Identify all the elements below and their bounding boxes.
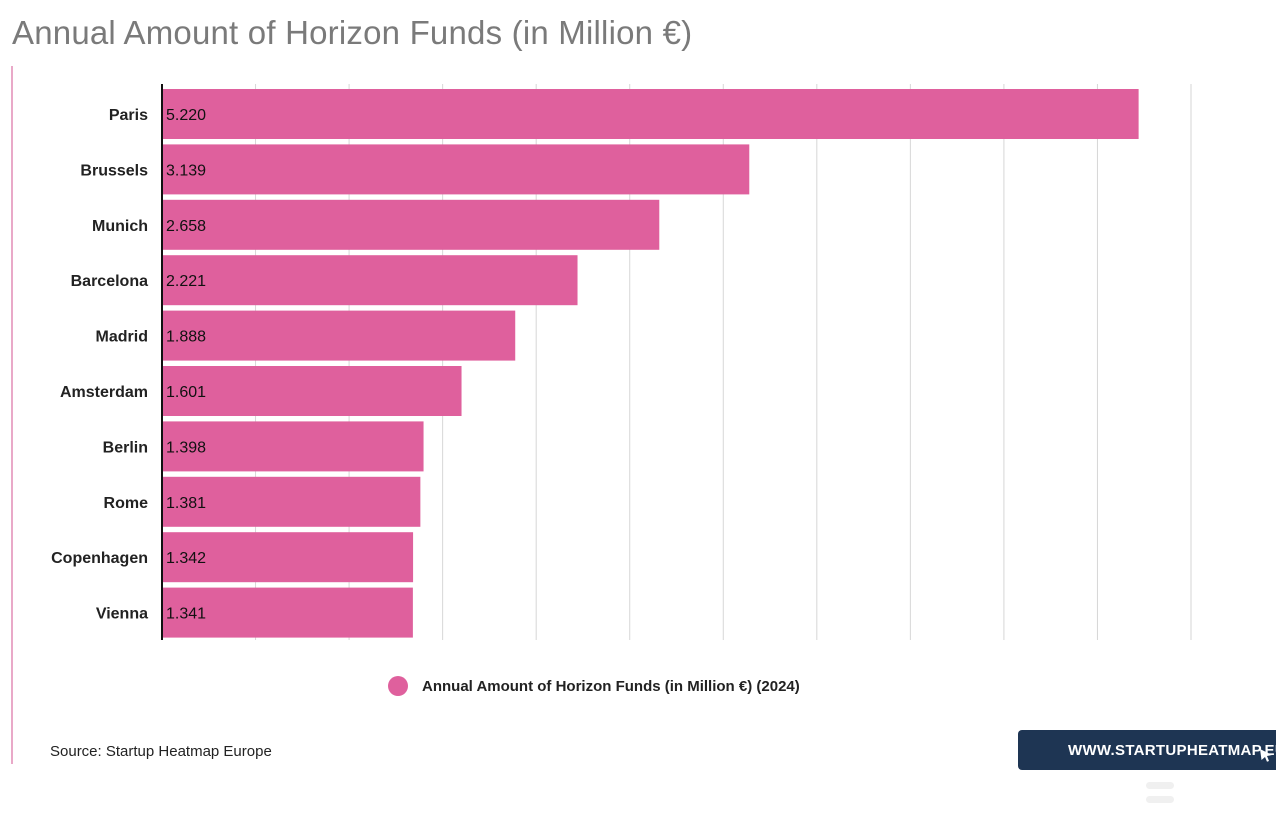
bar-amsterdam <box>162 366 462 416</box>
bar-brussels <box>162 144 750 195</box>
bar-barcelona <box>162 255 578 306</box>
data-label: 1.888 <box>166 329 206 346</box>
source-note: Source: Startup Heatmap Europe <box>50 743 272 760</box>
legend-swatch <box>388 676 408 696</box>
accent-rule <box>11 66 13 764</box>
data-label: 1.381 <box>166 495 206 512</box>
category-label: Berlin <box>103 439 148 456</box>
legend: Annual Amount of Horizon Funds (in Milli… <box>388 676 800 696</box>
category-label: Brussels <box>80 162 148 179</box>
bar-chart: Paris Brussels Munich Barcelona Madrid Amster… <box>51 84 1192 640</box>
bar-rome <box>162 476 421 527</box>
category-label: Amsterdam <box>60 384 148 401</box>
menu-icon[interactable] <box>1146 782 1174 808</box>
category-label: Vienna <box>96 606 148 623</box>
data-label: 3.139 <box>166 162 206 179</box>
data-label: 2.221 <box>166 273 206 290</box>
cursor-arrow-icon <box>1260 749 1272 762</box>
bars <box>162 89 1139 638</box>
data-label: 1.341 <box>166 606 206 623</box>
brand-link-button[interactable]: WWW.STARTUPHEATMAP.EU <box>1018 730 1278 770</box>
bar-madrid <box>162 310 516 361</box>
data-labels: 5.220 3.139 2.658 2.221 1.888 1.601 1.398 1.381… <box>166 107 206 623</box>
bar-paris <box>162 89 1139 139</box>
category-label: Munich <box>92 218 148 235</box>
data-label: 1.342 <box>166 550 206 567</box>
data-label: 1.398 <box>166 439 206 456</box>
data-label: 2.658 <box>166 218 206 235</box>
data-label: 5.220 <box>166 107 206 124</box>
category-label: Barcelona <box>71 273 148 290</box>
category-label: Paris <box>109 107 148 124</box>
legend-label: Annual Amount of Horizon Funds (in Milli… <box>422 677 800 695</box>
bar-berlin <box>162 421 424 472</box>
bar-copenhagen <box>162 532 414 583</box>
data-label: 1.601 <box>166 384 206 401</box>
bar-munich <box>162 199 660 250</box>
chart-title: Annual Amount of Horizon Funds (in Milli… <box>12 14 693 51</box>
category-label: Madrid <box>96 329 148 346</box>
category-label: Rome <box>104 495 149 512</box>
brand-label: WWW.STARTUPHEATMAP.EU <box>1068 741 1278 759</box>
bar-vienna <box>162 587 413 638</box>
category-label: Copenhagen <box>51 550 148 567</box>
category-labels: Paris Brussels Munich Barcelona Madrid Amster… <box>51 107 148 623</box>
